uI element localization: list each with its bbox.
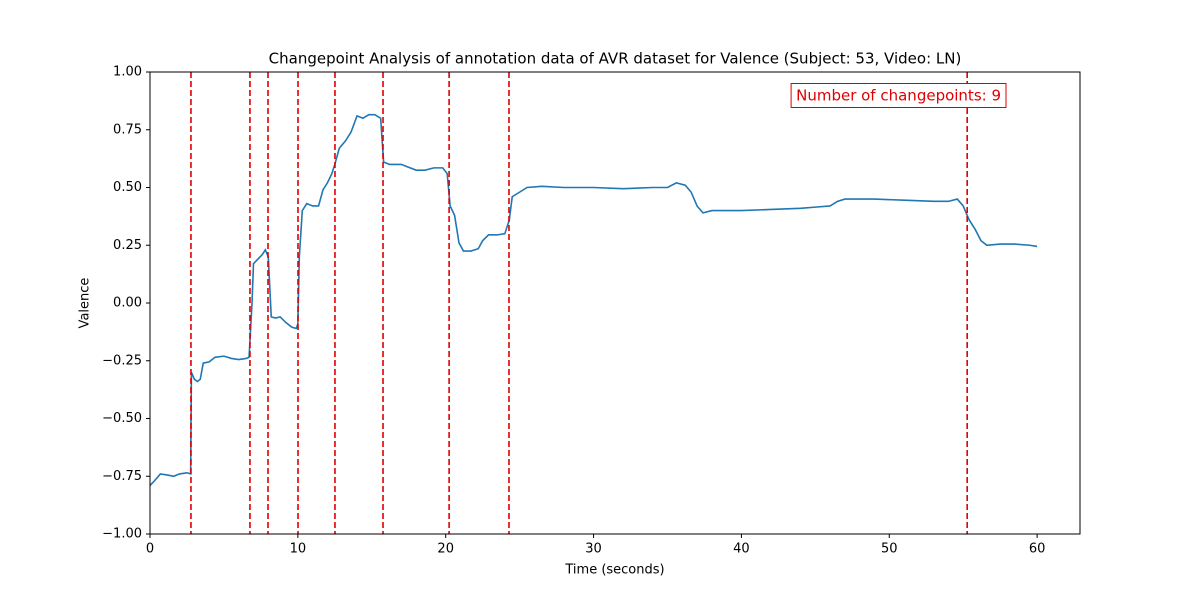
y-tick-label: 0.25 (113, 238, 142, 253)
x-tick-label: 20 (437, 542, 454, 557)
x-tick-label: 30 (585, 542, 602, 557)
data-line (149, 113, 1038, 487)
y-tick-label: 0.50 (113, 180, 142, 195)
plot-frame (149, 71, 1081, 535)
y-tick-label: −0.75 (102, 469, 142, 484)
y-tick-label: −0.25 (102, 353, 142, 368)
chart-title: Changepoint Analysis of annotation data … (269, 50, 962, 68)
y-tick-label: −0.50 (102, 411, 142, 426)
y-tick-label: 0.00 (113, 296, 142, 311)
x-tick-label: 0 (146, 542, 154, 557)
annotation: Number of changepoints: 9 (796, 87, 1001, 105)
y-axis-label: Valence (78, 278, 93, 329)
x-tick-label: 60 (1029, 542, 1046, 557)
x-tick-label: 50 (881, 542, 898, 557)
x-tick-label: 40 (733, 542, 750, 557)
x-axis-label: Time (seconds) (564, 563, 664, 578)
y-tick-label: 0.75 (113, 122, 142, 137)
annotation-box (790, 83, 1007, 108)
y-tick-label: −1.00 (102, 527, 142, 542)
y-tick-label: 1.00 (113, 65, 142, 80)
x-tick-label: 10 (290, 542, 307, 557)
